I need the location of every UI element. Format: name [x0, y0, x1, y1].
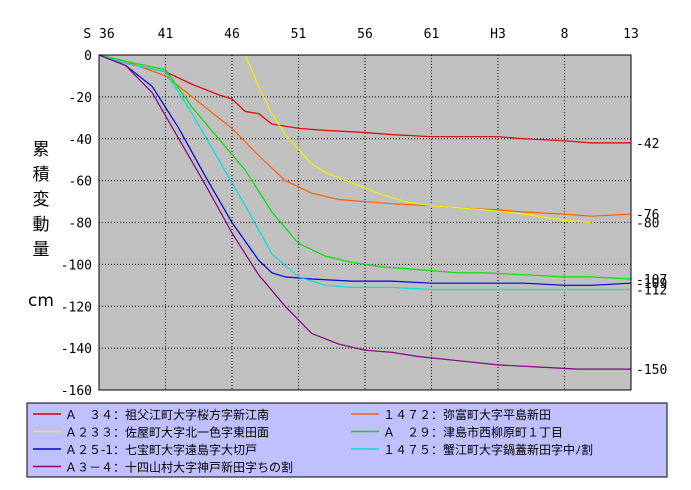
y-tick-label: -120 — [61, 300, 92, 315]
legend-entry: Ａ２３３：佐屋町大字北一色字東田面 — [65, 425, 269, 440]
y-tick-label: 0 — [84, 49, 92, 64]
series-end-label: -107 — [636, 273, 667, 288]
y-tick-label: -140 — [61, 342, 92, 357]
y-tick-label: -100 — [61, 258, 92, 273]
x-tick-label: 51 — [291, 27, 307, 42]
series-end-label: -150 — [636, 363, 667, 378]
legend-entry: １４７５：蟹江町大字鍋蓋新田字中ﾉ割 — [383, 442, 593, 457]
x-tick-label: 61 — [424, 27, 440, 42]
y-tick-label: -40 — [69, 133, 92, 148]
x-tick-label: 41 — [158, 27, 174, 42]
y-tick-label: -20 — [69, 91, 92, 106]
series-line-1 — [98, 54, 631, 144]
legend-entry: １４７２：弥富町大字平島新田 — [383, 407, 551, 422]
y-axis-label-char: 量 — [33, 240, 50, 260]
series-end-label: -76 — [636, 208, 659, 223]
x-tick-label: 8 — [561, 27, 569, 42]
series-line-4 — [98, 54, 632, 280]
y-axis-label-char: 積 — [33, 165, 50, 185]
y-tick-label: -60 — [69, 175, 92, 190]
series-line-6 — [98, 54, 631, 291]
plot-border — [98, 54, 632, 391]
x-tick-label: 46 — [224, 27, 240, 42]
x-tick-label: 13 — [623, 27, 639, 42]
y-axis-unit: cm — [28, 291, 54, 311]
plot-area — [99, 55, 631, 390]
series-line-7 — [98, 54, 631, 370]
x-tick-label: S 36 — [83, 27, 114, 42]
legend: Ａ ３４：祖父江町大字桜方字新江南 １４７２：弥富町大字平島新田 Ａ２３３：佐屋町大… — [33, 407, 593, 475]
legend-entry: Ａ２５-1：七宝町大字遠島字大切戸 — [65, 442, 257, 457]
legend-entry: Ａ ２９：津島市西柳原町１丁目 — [383, 425, 563, 440]
legend-entry: Ａ ３４：祖父江町大字桜方字新江南 — [65, 407, 269, 422]
series-line-3 — [244, 54, 592, 224]
x-tick-label: H3 — [490, 27, 506, 42]
y-tick-label: -160 — [61, 384, 92, 399]
series-end-label: -42 — [636, 137, 659, 152]
series-end-label: -112 — [636, 284, 667, 299]
x-tick-label: 56 — [357, 27, 373, 42]
legend-box — [26, 402, 668, 478]
y-axis-label-char: 変 — [33, 190, 50, 210]
series-line-2 — [98, 54, 632, 217]
series-end-label: -80 — [636, 217, 659, 232]
series-line-5 — [98, 54, 632, 286]
y-axis-label-char: 累 — [33, 140, 50, 160]
y-tick-label: -80 — [69, 217, 92, 232]
legend-entry: Ａ３－４：十四山村大字神戸新田字ちの割 — [65, 460, 293, 475]
y-axis-label-char: 動 — [33, 215, 50, 235]
series-end-label: -109 — [636, 277, 667, 292]
